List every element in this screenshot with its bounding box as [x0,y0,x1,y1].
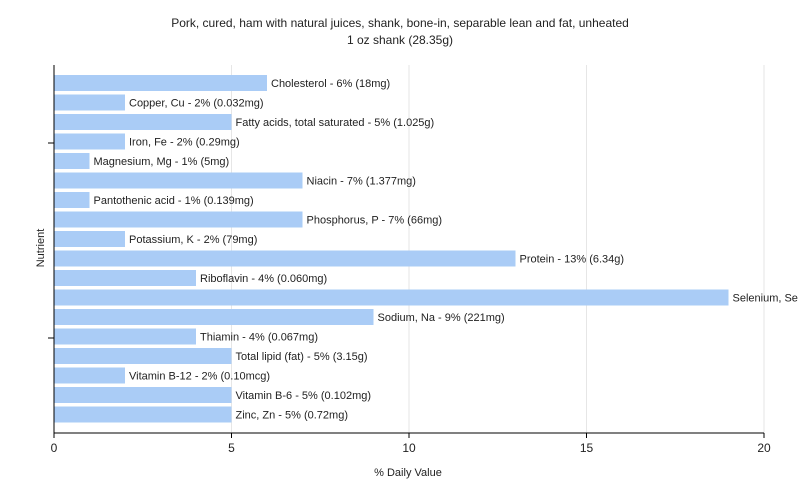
bar-label-6: Pantothenic acid - 1% (0.139mg) [94,195,254,207]
bar-7 [54,211,303,228]
bar-label-1: Copper, Cu - 2% (0.032mg) [129,98,264,110]
bar-0 [54,75,267,91]
bar-label-16: Vitamin B-6 - 5% (0.102mg) [236,390,372,402]
bar-label-11: Selenium, Se - 19% (13.2mcg) [733,293,800,305]
bar-label-0: Cholesterol - 6% (18mg) [271,78,390,90]
grid-lines [231,65,765,433]
bar-label-13: Thiamin - 4% (0.067mg) [200,332,318,344]
bar-9 [54,250,516,267]
x-tick-label-1: 5 [228,441,235,455]
bar-2 [54,114,232,130]
axes: 0 5 10 15 20 [48,65,771,455]
bar-label-4: Magnesium, Mg - 1% (5mg) [94,156,230,168]
bar-11 [54,289,729,306]
x-tick-label-2: 10 [402,441,416,455]
bar-14 [54,348,232,364]
bar-label-8: Potassium, K - 2% (79mg) [129,234,257,246]
bar-4 [54,153,90,169]
bar-15 [54,367,125,384]
bar-label-17: Zinc, Zn - 5% (0.72mg) [236,410,348,422]
y-axis-label: Nutrient [35,229,47,268]
bar-12 [54,309,374,325]
bar-17 [54,406,232,423]
x-tick-label-4: 20 [757,441,771,455]
bar-8 [54,231,125,247]
chart-subtitle: 1 oz shank (28.35g) [347,33,453,47]
bar-13 [54,328,196,345]
bar-16 [54,387,232,403]
bar-label-10: Riboflavin - 4% (0.060mg) [200,273,327,285]
bar-5 [54,172,303,189]
bar-label-5: Niacin - 7% (1.377mg) [307,176,416,188]
bar-label-3: Iron, Fe - 2% (0.29mg) [129,137,240,149]
bar-label-15: Vitamin B-12 - 2% (0.10mcg) [129,371,270,383]
bar-label-2: Fatty acids, total saturated - 5% (1.025… [236,117,435,129]
bar-1 [54,94,125,111]
x-axis-label: % Daily Value [374,467,442,479]
x-tick-label-0: 0 [51,441,58,455]
bar-label-12: Sodium, Na - 9% (221mg) [378,312,505,324]
bar-6 [54,192,90,208]
bars: Cholesterol - 6% (18mg) Copper, Cu - 2% (… [54,75,800,423]
bar-label-7: Phosphorus, P - 7% (66mg) [307,215,443,227]
bar-10 [54,270,196,286]
x-tick-label-3: 15 [580,441,594,455]
chart-title: Pork, cured, ham with natural juices, sh… [171,16,629,30]
bar-label-14: Total lipid (fat) - 5% (3.15g) [236,351,368,363]
bar-3 [54,133,125,150]
bar-label-9: Protein - 13% (6.34g) [520,254,625,266]
